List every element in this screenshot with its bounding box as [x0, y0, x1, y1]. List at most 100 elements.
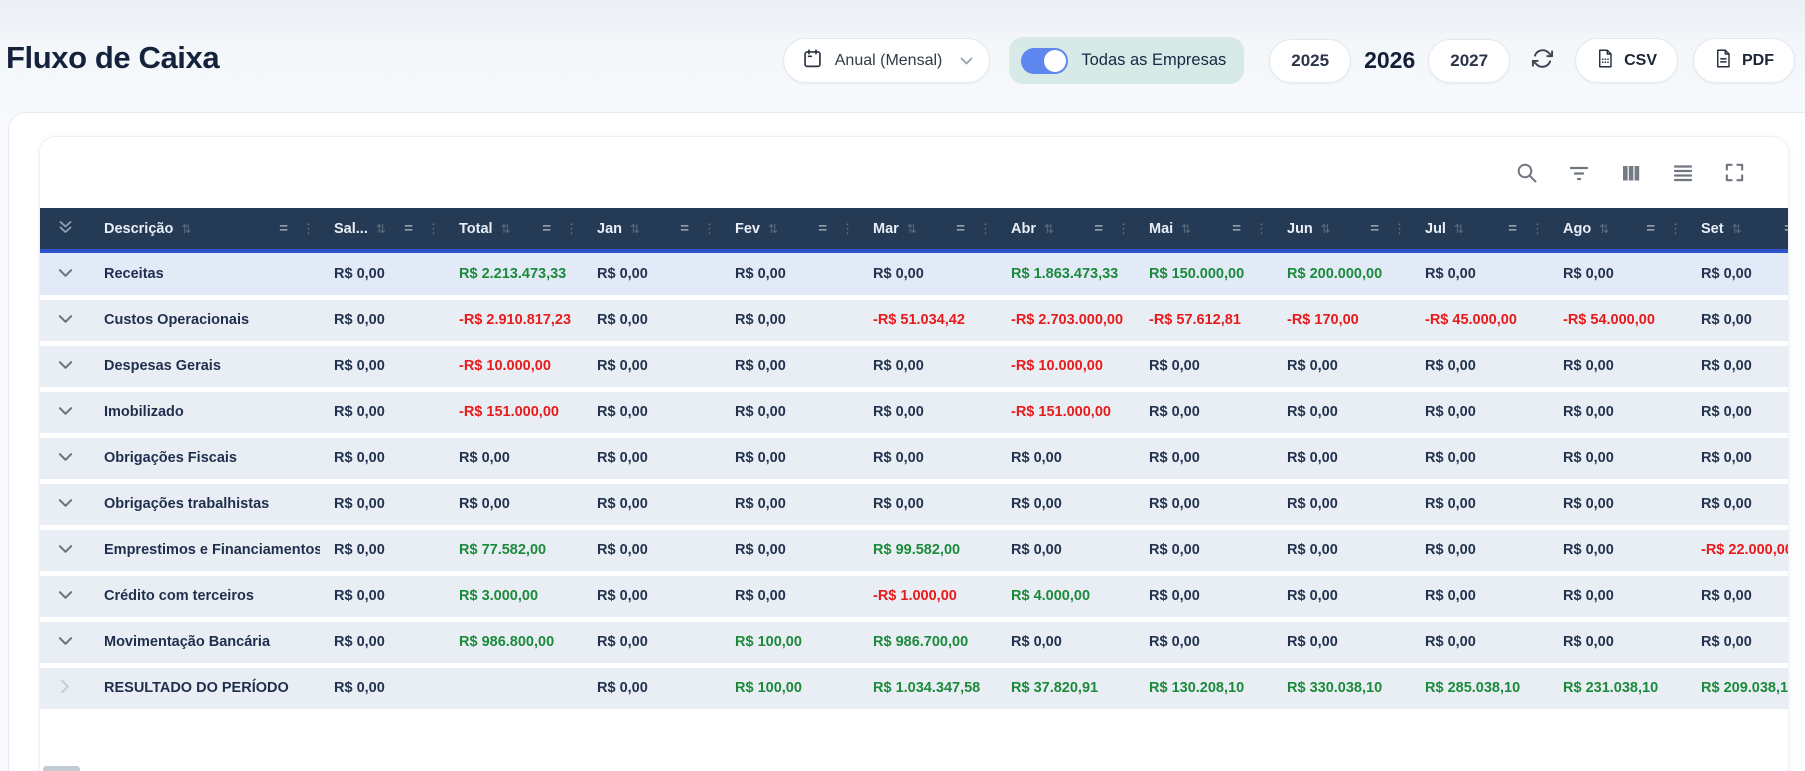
cell-set: R$ 0,00 [1687, 297, 1788, 346]
cell-mar: R$ 1.034.347,58 [859, 665, 997, 714]
sort-icon[interactable]: ⇅ [1453, 221, 1465, 236]
fullscreen-icon[interactable] [1723, 161, 1746, 184]
year-button-2026-selected[interactable]: 2026 [1364, 47, 1416, 73]
file-pdf-icon [1714, 48, 1732, 74]
export-csv-button[interactable]: CSV [1575, 38, 1678, 83]
column-resize-handle[interactable]: ⋮ [565, 220, 578, 236]
row-expand-chevron[interactable] [40, 619, 90, 668]
filter-icon[interactable] [1567, 161, 1591, 185]
column-header-expand[interactable] [40, 208, 90, 253]
column-resize-handle[interactable]: ⋮ [979, 220, 992, 236]
row-expand-chevron[interactable] [40, 297, 90, 346]
column-resize-handle[interactable]: ⋮ [302, 220, 315, 236]
company-toggle-label: Todas as Empresas [1081, 51, 1227, 69]
row-expand-chevron[interactable] [40, 481, 90, 530]
column-resize-handle[interactable]: ⋮ [427, 220, 440, 236]
sort-icon[interactable]: ⇅ [768, 221, 779, 236]
table-toolbar [40, 137, 1788, 208]
sort-icon[interactable]: ⇅ [906, 221, 917, 236]
cell-set: R$ 0,00 [1687, 573, 1788, 622]
column-label: Mar [873, 220, 899, 237]
column-menu-icon[interactable]: = [1094, 220, 1103, 237]
sort-icon[interactable]: ⇅ [1181, 221, 1192, 236]
column-menu-icon[interactable]: = [1370, 220, 1379, 237]
column-label: Jan [597, 220, 622, 237]
row-expand-chevron[interactable] [40, 435, 90, 484]
density-icon[interactable] [1671, 161, 1695, 185]
column-menu-icon[interactable]: = [818, 220, 827, 237]
cell-ago: R$ 0,00 [1549, 527, 1687, 576]
cell-jan: R$ 0,00 [583, 619, 721, 668]
period-selector[interactable]: Anual (Mensal) [782, 38, 991, 83]
year-button-2025[interactable]: 2025 [1269, 38, 1352, 83]
column-header-total[interactable]: Total ⇅ = ⋮ [445, 208, 583, 253]
sort-icon[interactable]: ⇅ [1731, 221, 1742, 236]
column-resize-handle[interactable]: ⋮ [1255, 220, 1268, 236]
row-expand-chevron[interactable] [40, 527, 90, 576]
expand-all-icon[interactable] [57, 219, 74, 239]
column-menu-icon[interactable]: = [956, 220, 965, 237]
columns-icon[interactable] [1619, 161, 1643, 185]
sort-icon[interactable]: ⇅ [630, 221, 641, 236]
column-resize-handle[interactable]: ⋮ [1669, 220, 1682, 236]
horizontal-scrollbar-thumb[interactable] [43, 766, 80, 771]
export-pdf-button[interactable]: PDF [1693, 38, 1795, 83]
cell-fev: R$ 0,00 [721, 481, 859, 530]
cell-ago: R$ 0,00 [1549, 389, 1687, 438]
sort-icon[interactable]: ⇅ [375, 221, 386, 236]
cell-mar: R$ 0,00 [859, 389, 997, 438]
column-header-jan[interactable]: Jan ⇅ = ⋮ [583, 208, 721, 253]
column-menu-icon[interactable]: = [1784, 220, 1788, 237]
column-resize-handle[interactable]: ⋮ [841, 220, 854, 236]
column-header-mar[interactable]: Mar ⇅ = ⋮ [859, 208, 997, 253]
column-header-mai[interactable]: Mai ⇅ = ⋮ [1135, 208, 1273, 253]
refresh-button[interactable] [1531, 47, 1554, 75]
row-expand-chevron[interactable] [40, 665, 90, 714]
column-header-fev[interactable]: Fev ⇅ = ⋮ [721, 208, 859, 253]
column-menu-icon[interactable]: = [1508, 220, 1517, 237]
column-menu-icon[interactable]: = [404, 220, 413, 237]
column-header-ago[interactable]: Ago ⇅ = ⋮ [1549, 208, 1687, 253]
column-header-descricao[interactable]: Descrição ⇅ = ⋮ [90, 208, 320, 253]
row-expand-chevron[interactable] [40, 573, 90, 622]
column-menu-icon[interactable]: = [680, 220, 689, 237]
sort-icon[interactable]: ⇅ [500, 221, 511, 236]
cell-abr: R$ 1.863.473,33 [997, 251, 1135, 300]
table-row: Imobilizado R$ 0,00 -R$ 151.000,00 R$ 0,00 R… [40, 389, 1788, 438]
column-header-jun[interactable]: Jun ⇅ = ⋮ [1273, 208, 1411, 253]
column-header-set[interactable]: Set⇅=⋮ [1687, 208, 1788, 253]
cell-ago: R$ 0,00 [1549, 573, 1687, 622]
column-resize-handle[interactable]: ⋮ [1393, 220, 1406, 236]
column-menu-icon[interactable]: = [1232, 220, 1241, 237]
cell-fev: R$ 100,00 [721, 619, 859, 668]
column-header-jul[interactable]: Jul ⇅ = ⋮ [1411, 208, 1549, 253]
cell-ago: R$ 0,00 [1549, 481, 1687, 530]
cell-set: -R$ 22.000,00 [1687, 527, 1788, 576]
column-menu-icon[interactable]: = [1646, 220, 1655, 237]
column-header-sal[interactable]: Sal... ⇅ = ⋮ [320, 208, 445, 253]
cell-ago: R$ 0,00 [1549, 251, 1687, 300]
cell-jan: R$ 0,00 [583, 297, 721, 346]
column-resize-handle[interactable]: ⋮ [1117, 220, 1130, 236]
sort-icon[interactable]: ⇅ [181, 221, 192, 236]
sort-icon[interactable]: ⇅ [1320, 221, 1331, 236]
toggle-switch-icon[interactable] [1021, 47, 1069, 74]
company-toggle[interactable]: Todas as Empresas [1009, 37, 1245, 84]
row-expand-chevron[interactable] [40, 343, 90, 392]
column-header-abr[interactable]: Abr ⇅ = ⋮ [997, 208, 1135, 253]
sort-icon[interactable]: ⇅ [1599, 221, 1610, 236]
column-menu-icon[interactable]: = [279, 220, 288, 237]
cell-fev: R$ 0,00 [721, 527, 859, 576]
row-expand-chevron[interactable] [40, 251, 90, 300]
column-menu-icon[interactable]: = [542, 220, 551, 237]
column-resize-handle[interactable]: ⋮ [703, 220, 716, 236]
column-resize-handle[interactable]: ⋮ [1531, 220, 1544, 236]
search-icon[interactable] [1515, 161, 1539, 185]
cell-abr: R$ 0,00 [997, 619, 1135, 668]
row-expand-chevron[interactable] [40, 389, 90, 438]
cell-total: -R$ 151.000,00 [445, 389, 583, 438]
cell-jan: R$ 0,00 [583, 665, 721, 714]
sort-icon[interactable]: ⇅ [1043, 221, 1055, 236]
cell-sal: R$ 0,00 [320, 527, 445, 576]
year-button-2027[interactable]: 2027 [1428, 38, 1511, 83]
